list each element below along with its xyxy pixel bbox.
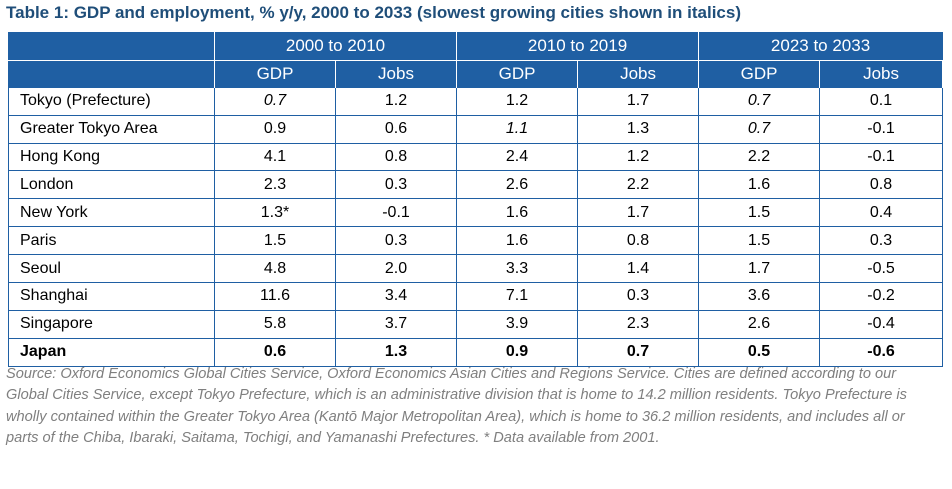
value-cell: 3.7 (334, 310, 458, 339)
city-name: Greater Tokyo Area (8, 115, 215, 144)
value-cell: 0.6 (334, 115, 458, 144)
table-title: Table 1: GDP and employment, % y/y, 2000… (6, 3, 741, 22)
value-cell: 0.7 (698, 115, 821, 144)
value-cell: 2.3 (577, 310, 700, 339)
metric-header: GDP (214, 59, 336, 88)
value-cell: 1.7 (577, 87, 700, 116)
total-row: Japan 0.6 1.3 0.9 0.7 0.5 -0.6 (8, 338, 944, 367)
source-note: Source: Oxford Economics Global Cities S… (6, 366, 907, 447)
table-row: Tokyo (Prefecture) 0.7 1.2 1.2 1.7 0.7 0.1 (8, 87, 944, 116)
value-cell: 1.7 (698, 254, 821, 283)
table-row: New York 1.3* -0.1 1.6 1.7 1.5 0.4 (8, 198, 944, 227)
value-cell: 0.6 (214, 338, 336, 367)
period-header: 2023 to 2033 (698, 32, 943, 61)
period-header: 2010 to 2019 (456, 32, 700, 61)
value-cell: 0.8 (819, 170, 944, 199)
value-cell: 1.6 (456, 226, 579, 255)
value-cell: 7.1 (456, 282, 579, 311)
value-cell: 0.8 (577, 226, 700, 255)
value-cell: 0.3 (334, 170, 458, 199)
header-blank-cell (8, 32, 215, 61)
table-row: London 2.3 0.3 2.6 2.2 1.6 0.8 (8, 170, 944, 199)
table-row: Singapore 5.8 3.7 3.9 2.3 2.6 -0.4 (8, 310, 944, 339)
metric-header: GDP (456, 59, 579, 88)
value-cell: 1.4 (577, 254, 700, 283)
value-cell: 1.3 (577, 115, 700, 144)
value-cell: 2.6 (456, 170, 579, 199)
value-cell: 0.9 (214, 115, 336, 144)
value-cell: 2.2 (577, 170, 700, 199)
period-header: 2000 to 2010 (214, 32, 458, 61)
value-cell: 2.0 (334, 254, 458, 283)
city-name: London (8, 170, 215, 199)
value-cell: 1.3 (334, 338, 458, 367)
table-body: Tokyo (Prefecture) 0.7 1.2 1.2 1.7 0.7 0.1 Grea… (8, 87, 944, 367)
value-cell: -0.1 (334, 198, 458, 227)
city-name: Paris (8, 226, 215, 255)
value-cell: -0.2 (819, 282, 944, 311)
value-cell: 2.4 (456, 143, 579, 171)
value-cell: 0.4 (819, 198, 944, 227)
value-cell: 5.8 (214, 310, 336, 339)
value-cell: 0.1 (819, 87, 944, 116)
value-cell: 3.6 (698, 282, 821, 311)
value-cell: 0.5 (698, 338, 821, 367)
value-cell: 2.3 (214, 170, 336, 199)
value-cell: 3.4 (334, 282, 458, 311)
table-row: Seoul 4.8 2.0 3.3 1.4 1.7 -0.5 (8, 254, 944, 283)
table-row: Greater Tokyo Area 0.9 0.6 1.1 1.3 0.7 -0.1 (8, 115, 944, 144)
value-cell: 0.7 (214, 87, 336, 116)
table-row: Paris 1.5 0.3 1.6 0.8 1.5 0.3 (8, 226, 944, 255)
value-cell: 4.1 (214, 143, 336, 171)
value-cell: 4.8 (214, 254, 336, 283)
value-cell: 1.2 (334, 87, 458, 116)
metric-header: GDP (698, 59, 821, 88)
city-name: Seoul (8, 254, 215, 283)
value-cell: 0.9 (456, 338, 579, 367)
value-cell: 0.7 (577, 338, 700, 367)
period-header-row: 2000 to 2010 2010 to 2019 2023 to 2033 (8, 32, 943, 61)
value-cell: 11.6 (214, 282, 336, 311)
value-cell: 2.2 (698, 143, 821, 171)
metric-header: Jobs (577, 59, 700, 88)
city-name: Hong Kong (8, 143, 215, 171)
value-cell: -0.1 (819, 143, 944, 171)
value-cell: 1.2 (577, 143, 700, 171)
metric-header: Jobs (335, 59, 458, 88)
value-cell: 0.3 (819, 226, 944, 255)
header-blank-cell (8, 59, 215, 88)
city-name: Japan (8, 338, 215, 367)
value-cell: 3.9 (456, 310, 579, 339)
city-name: Shanghai (8, 282, 215, 311)
metric-header: Jobs (819, 59, 944, 88)
value-cell: -0.1 (819, 115, 944, 144)
value-cell: 2.6 (698, 310, 821, 339)
value-cell: 1.5 (698, 226, 821, 255)
value-cell: 1.5 (214, 226, 336, 255)
value-cell: 3.3 (456, 254, 579, 283)
value-cell: -0.4 (819, 310, 944, 339)
gdp-employment-table: 2000 to 2010 2010 to 2019 2023 to 2033 G… (8, 32, 944, 367)
value-cell: 1.7 (577, 198, 700, 227)
city-name: Singapore (8, 310, 215, 339)
value-cell: 1.6 (698, 170, 821, 199)
value-cell: -0.6 (819, 338, 944, 367)
table-row: Shanghai 11.6 3.4 7.1 0.3 3.6 -0.2 (8, 282, 944, 311)
value-cell: 0.3 (577, 282, 700, 311)
table-row: Hong Kong 4.1 0.8 2.4 1.2 2.2 -0.1 (8, 143, 944, 171)
city-name: New York (8, 198, 215, 227)
metric-header-row: GDP Jobs GDP Jobs GDP Jobs (8, 59, 944, 88)
value-cell: 1.6 (456, 198, 579, 227)
value-cell: 1.2 (456, 87, 579, 116)
value-cell: 0.7 (698, 87, 821, 116)
city-name: Tokyo (Prefecture) (8, 87, 215, 116)
value-cell: 0.3 (334, 226, 458, 255)
value-cell: 1.3* (214, 198, 336, 227)
value-cell: -0.5 (819, 254, 944, 283)
value-cell: 0.8 (334, 143, 458, 171)
value-cell: 1.5 (698, 198, 821, 227)
value-cell: 1.1 (456, 115, 579, 144)
